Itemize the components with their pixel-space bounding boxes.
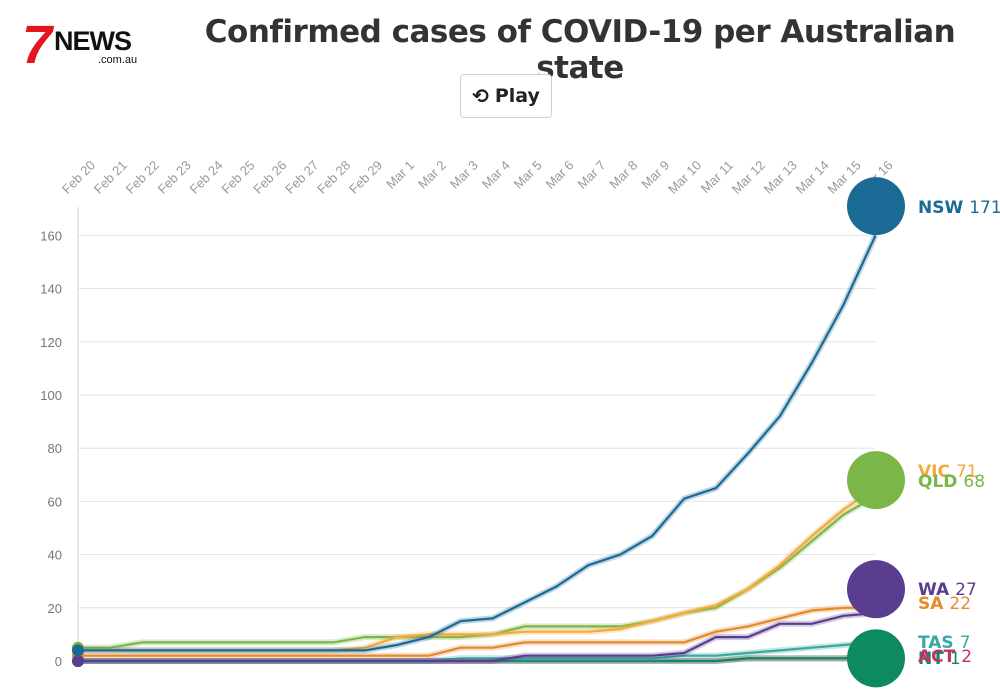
x-tick-label: Mar 4: [479, 158, 513, 192]
series-label-act: ACT 2: [918, 647, 972, 667]
y-tick-label: 160: [40, 228, 62, 243]
y-tick-label: 0: [55, 654, 62, 669]
series-label-value: 22: [949, 594, 971, 614]
series-label-value: 171: [969, 198, 1000, 218]
logo-news: NEWS: [54, 26, 132, 56]
series-label-name: NT: [918, 649, 944, 669]
series-label-name: QLD: [918, 472, 957, 492]
series-lines: [72, 234, 879, 667]
series-label-value: 7: [960, 633, 971, 653]
x-tick-label: Mar 7: [574, 158, 608, 192]
end-bubble-nsw: [847, 177, 905, 236]
series-line-wa: [78, 612, 876, 663]
x-tick-label: Feb 28: [314, 158, 353, 197]
y-tick-label: 100: [40, 388, 62, 403]
series-label-value: 27: [955, 580, 977, 600]
series-line-sa: [78, 606, 876, 657]
end-bubble-qld: [847, 451, 905, 510]
7news-logo: 7 NEWS .com.au: [22, 15, 152, 75]
y-tick-label: 20: [48, 601, 62, 616]
x-tick-label: Feb 25: [218, 158, 257, 197]
series-label-value: 2: [961, 647, 972, 667]
x-tick-label: Feb 20: [59, 158, 98, 197]
logo-seven: 7: [22, 15, 52, 75]
series-label-wa: WA 27: [918, 580, 977, 600]
logo-domain: .com.au: [98, 54, 138, 66]
x-tick-label: Feb 26: [250, 158, 289, 197]
y-tick-label: 60: [48, 494, 62, 509]
end-bubble-wa: [847, 560, 905, 619]
x-tick-label: Mar 2: [415, 158, 449, 192]
play-button[interactable]: ⟲ Play: [460, 74, 552, 118]
x-tick-label: Feb 21: [91, 158, 130, 197]
play-label: Play: [494, 85, 540, 107]
series-line-nsw: [78, 234, 877, 652]
series-label-qld: QLD 68: [918, 472, 985, 492]
x-tick-label: Feb 23: [155, 158, 194, 197]
x-tick-label: Mar 11: [698, 158, 737, 197]
series-label-nsw: NSW 171: [918, 198, 1000, 218]
x-tick-label: Mar 1: [383, 158, 417, 192]
x-tick-label: Mar 10: [665, 158, 704, 197]
x-tick-label: Mar 14: [793, 158, 832, 197]
x-tick-label: Mar 8: [606, 158, 640, 192]
series-label-value: 71: [956, 462, 978, 482]
y-tick-label: 140: [40, 282, 62, 297]
y-tick-label: 40: [48, 548, 62, 563]
x-tick-label: Feb 24: [186, 158, 225, 197]
y-tick-label: 120: [40, 335, 62, 350]
x-tick-label: Mar 5: [511, 158, 545, 192]
x-tick-label: Mar 3: [447, 158, 481, 192]
x-tick-label: Feb 29: [346, 158, 385, 197]
x-tick-label: Mar 13: [761, 158, 800, 197]
series-label-nt: NT 1: [918, 649, 961, 669]
grid-lines: [77, 207, 875, 662]
x-tick-label: Feb 27: [282, 158, 321, 197]
replay-icon: ⟲: [472, 84, 489, 108]
series-label-value: 1: [950, 649, 961, 669]
series-label-name: WA: [918, 580, 950, 600]
series-label-name: NSW: [918, 198, 963, 218]
series-label-name: VIC: [918, 462, 950, 482]
x-tick-label: Mar 6: [543, 158, 577, 192]
y-tick-label: 80: [48, 441, 62, 456]
series-label-value: 68: [963, 472, 985, 492]
y-axis-ticks: 0 20 40 60 80 100 120 140 160: [40, 228, 62, 669]
end-bubbles: [847, 177, 905, 688]
end-bubble-nt: [847, 629, 905, 688]
series-start-dot-wa: [72, 655, 84, 667]
series-start-dot-nsw: [72, 644, 84, 657]
series-label-sa: SA 22: [918, 594, 971, 614]
series-label-name: TAS: [918, 633, 954, 653]
x-tick-label: Feb 22: [123, 158, 162, 197]
series-label-name: SA: [918, 594, 944, 614]
series-label-name: ACT: [918, 647, 956, 667]
x-tick-label: Mar 12: [729, 158, 768, 197]
series-label-tas: TAS 7: [918, 633, 971, 653]
chart-title: Confirmed cases of COVID-19 per Australi…: [204, 14, 956, 86]
series-label-vic: VIC 71: [918, 462, 978, 482]
